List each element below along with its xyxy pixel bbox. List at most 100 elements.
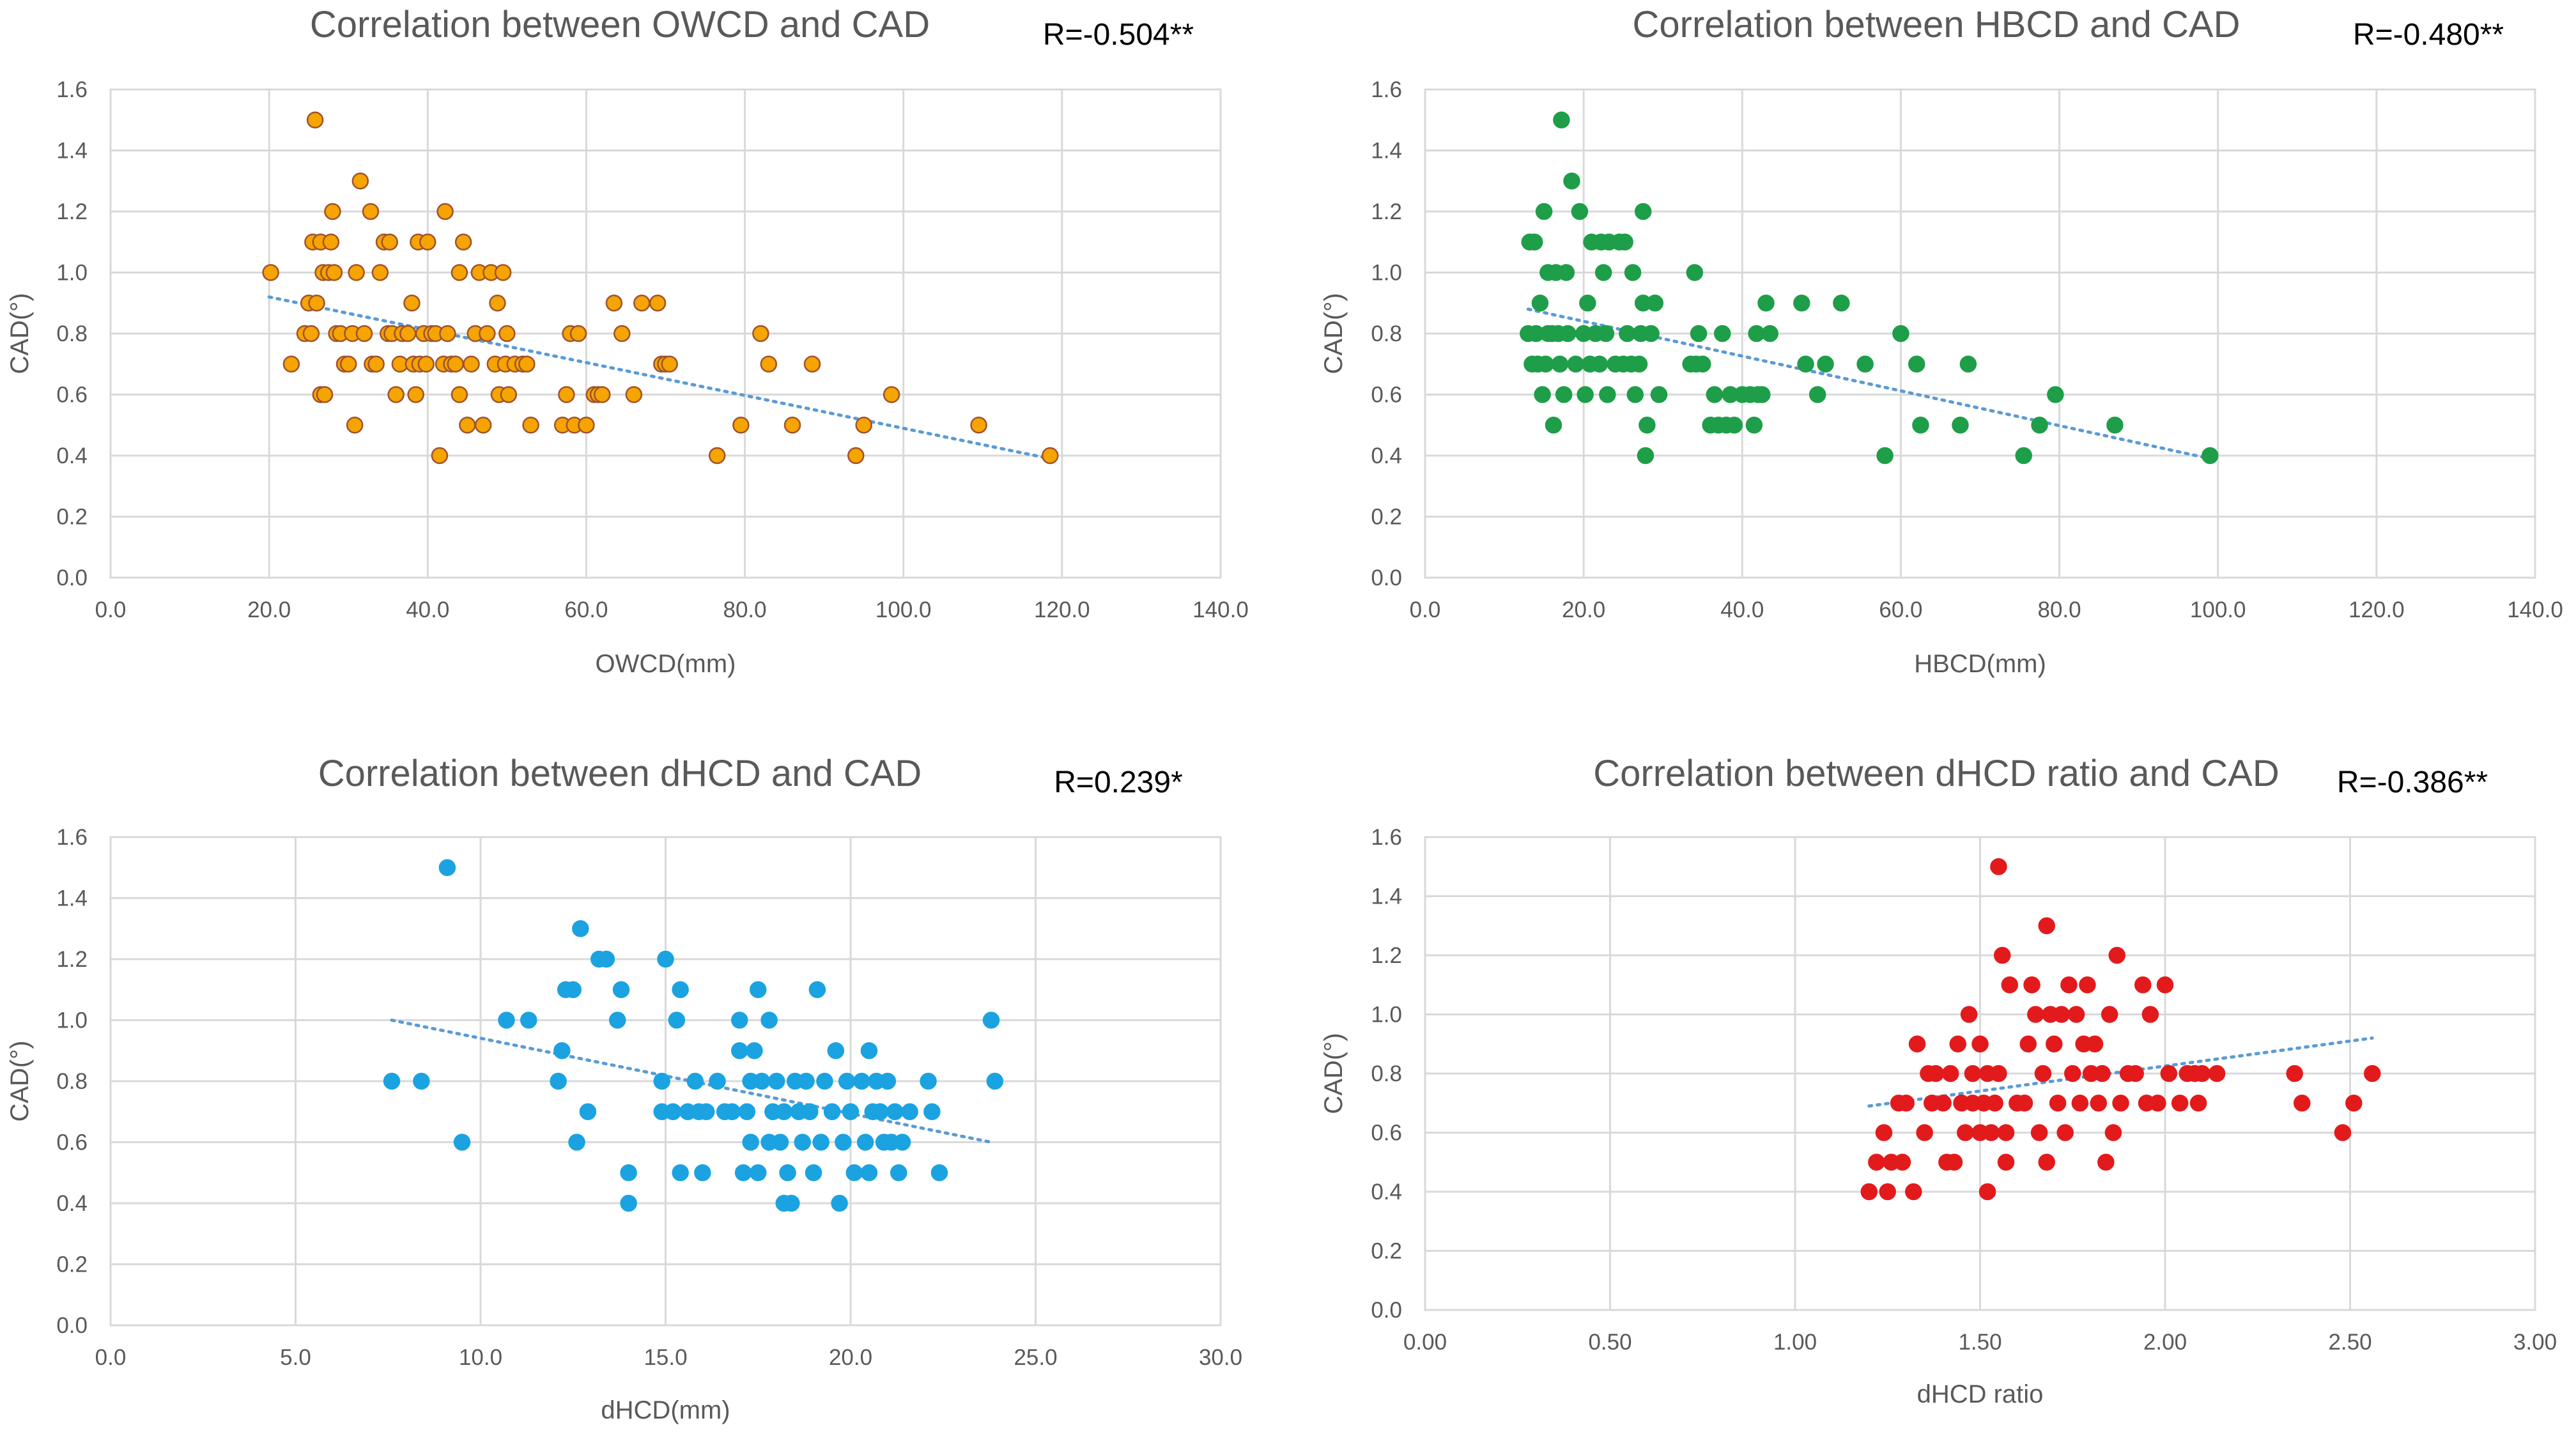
- data-point: [1905, 1183, 1922, 1201]
- data-point: [1555, 386, 1573, 403]
- data-point: [1686, 264, 1704, 281]
- data-point: [1553, 111, 1570, 128]
- data-point: [1997, 1124, 2015, 1141]
- data-point: [2019, 1035, 2037, 1052]
- data-point: [1571, 203, 1589, 220]
- y-tick-label: 0.4: [56, 1191, 88, 1216]
- data-point: [831, 1194, 848, 1212]
- data-point: [775, 1103, 793, 1120]
- data-point: [1745, 417, 1763, 434]
- data-point: [750, 1164, 767, 1182]
- data-point: [1941, 1065, 1959, 1082]
- data-point: [2079, 976, 2096, 994]
- x-axis-label: dHCD ratio: [1917, 1380, 2044, 1408]
- data-point: [1817, 355, 1834, 373]
- data-point: [783, 417, 801, 434]
- x-tick-label: 140.0: [2507, 597, 2563, 622]
- data-point: [346, 417, 364, 434]
- y-tick-label: 1.6: [1371, 825, 1402, 850]
- data-point: [1567, 355, 1584, 373]
- data-point: [1559, 325, 1577, 343]
- data-point: [767, 1072, 785, 1090]
- y-tick-label: 0.0: [1371, 1298, 1402, 1323]
- data-point: [794, 1134, 811, 1151]
- data-point: [579, 1103, 597, 1120]
- data-point: [847, 447, 865, 465]
- x-tick-label: 140.0: [1192, 597, 1249, 622]
- chart-panel: 0.0 0.2 0.4 0.6 0.8 1.0 1.2 1.4 1.6 0.00 0.50 1.00 1…: [1320, 753, 2557, 1408]
- y-tick-label: 0.6: [56, 383, 88, 408]
- y-tick-label: 1.4: [1371, 884, 1402, 909]
- data-point: [805, 1164, 822, 1182]
- x-tick-label: 60.0: [1879, 597, 1922, 622]
- x-tick-label: 30.0: [1199, 1345, 1242, 1370]
- data-point: [2202, 447, 2219, 465]
- x-tick-label: 100.0: [2190, 597, 2246, 622]
- data-point: [697, 1103, 715, 1120]
- data-point: [436, 203, 454, 220]
- data-point: [1986, 1095, 2003, 1112]
- data-point: [1637, 447, 1654, 465]
- y-tick-label: 1.4: [56, 886, 88, 911]
- data-point: [1646, 295, 1664, 312]
- data-point: [2106, 417, 2124, 434]
- y-tick-label: 1.0: [56, 1008, 88, 1033]
- data-point: [572, 920, 589, 937]
- trendline: [267, 295, 1052, 461]
- data-point: [827, 1042, 845, 1059]
- data-point: [709, 1072, 726, 1090]
- data-point: [779, 1164, 796, 1182]
- data-point: [438, 859, 456, 876]
- y-tick-label: 0.6: [1371, 1121, 1402, 1146]
- x-tick-label: 10.0: [459, 1345, 502, 1370]
- data-point: [633, 295, 651, 312]
- y-tick-label: 0.4: [56, 443, 88, 468]
- data-point: [883, 386, 900, 403]
- data-point: [2071, 1095, 2089, 1112]
- trendline: [1867, 1036, 2374, 1108]
- data-point: [1534, 386, 1551, 403]
- x-axis-label: HBCD(mm): [1914, 650, 2046, 678]
- data-point: [463, 355, 480, 373]
- data-point: [1577, 386, 1594, 403]
- data-point: [325, 264, 343, 281]
- data-point: [454, 233, 472, 250]
- data-point: [2027, 1006, 2044, 1023]
- data-point: [362, 203, 380, 220]
- data-point: [1945, 1153, 1963, 1171]
- data-point: [2056, 1124, 2074, 1141]
- data-point: [2046, 1035, 2063, 1052]
- data-point: [489, 295, 506, 312]
- data-point: [661, 355, 678, 373]
- data-point: [986, 1072, 1004, 1090]
- data-point: [816, 1072, 833, 1090]
- data-point: [2001, 976, 2019, 994]
- data-point: [845, 1164, 863, 1182]
- data-point: [1531, 295, 1549, 312]
- y-tick-label: 1.2: [1371, 199, 1402, 224]
- data-point: [399, 325, 417, 343]
- data-point: [2031, 417, 2048, 434]
- data-point: [2034, 1065, 2052, 1082]
- x-tick-label: 0.0: [95, 1345, 127, 1370]
- data-point: [1725, 417, 1743, 434]
- data-point: [431, 447, 449, 465]
- data-point: [439, 325, 456, 343]
- data-point: [1041, 447, 1059, 465]
- data-point: [1908, 1035, 1926, 1052]
- data-point: [1597, 325, 1615, 343]
- data-point: [1959, 355, 1977, 373]
- data-point: [923, 1103, 941, 1120]
- data-point: [282, 355, 300, 373]
- data-point: [890, 1164, 907, 1182]
- data-point: [2171, 1095, 2189, 1112]
- x-tick-label: 20.0: [1562, 597, 1605, 622]
- data-point: [1624, 264, 1642, 281]
- y-tick-label: 0.2: [56, 1252, 88, 1277]
- y-tick-label: 0.4: [1371, 1180, 1402, 1205]
- data-point: [1757, 295, 1775, 312]
- data-point: [760, 355, 778, 373]
- x-tick-label: 25.0: [1014, 1345, 1057, 1370]
- data-point: [550, 1072, 567, 1090]
